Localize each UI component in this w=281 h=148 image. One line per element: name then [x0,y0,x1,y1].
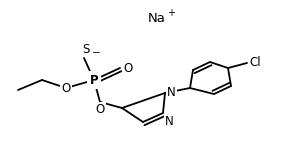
Text: Na: Na [148,12,166,25]
Text: +: + [167,8,175,18]
Text: N: N [165,115,174,128]
Text: O: O [123,62,132,74]
Text: O: O [61,82,71,95]
Text: −: − [92,48,101,58]
Text: O: O [95,103,105,116]
Text: S: S [82,43,90,56]
Text: Cl: Cl [249,57,260,70]
Text: N: N [167,86,176,99]
Text: P: P [90,74,98,86]
